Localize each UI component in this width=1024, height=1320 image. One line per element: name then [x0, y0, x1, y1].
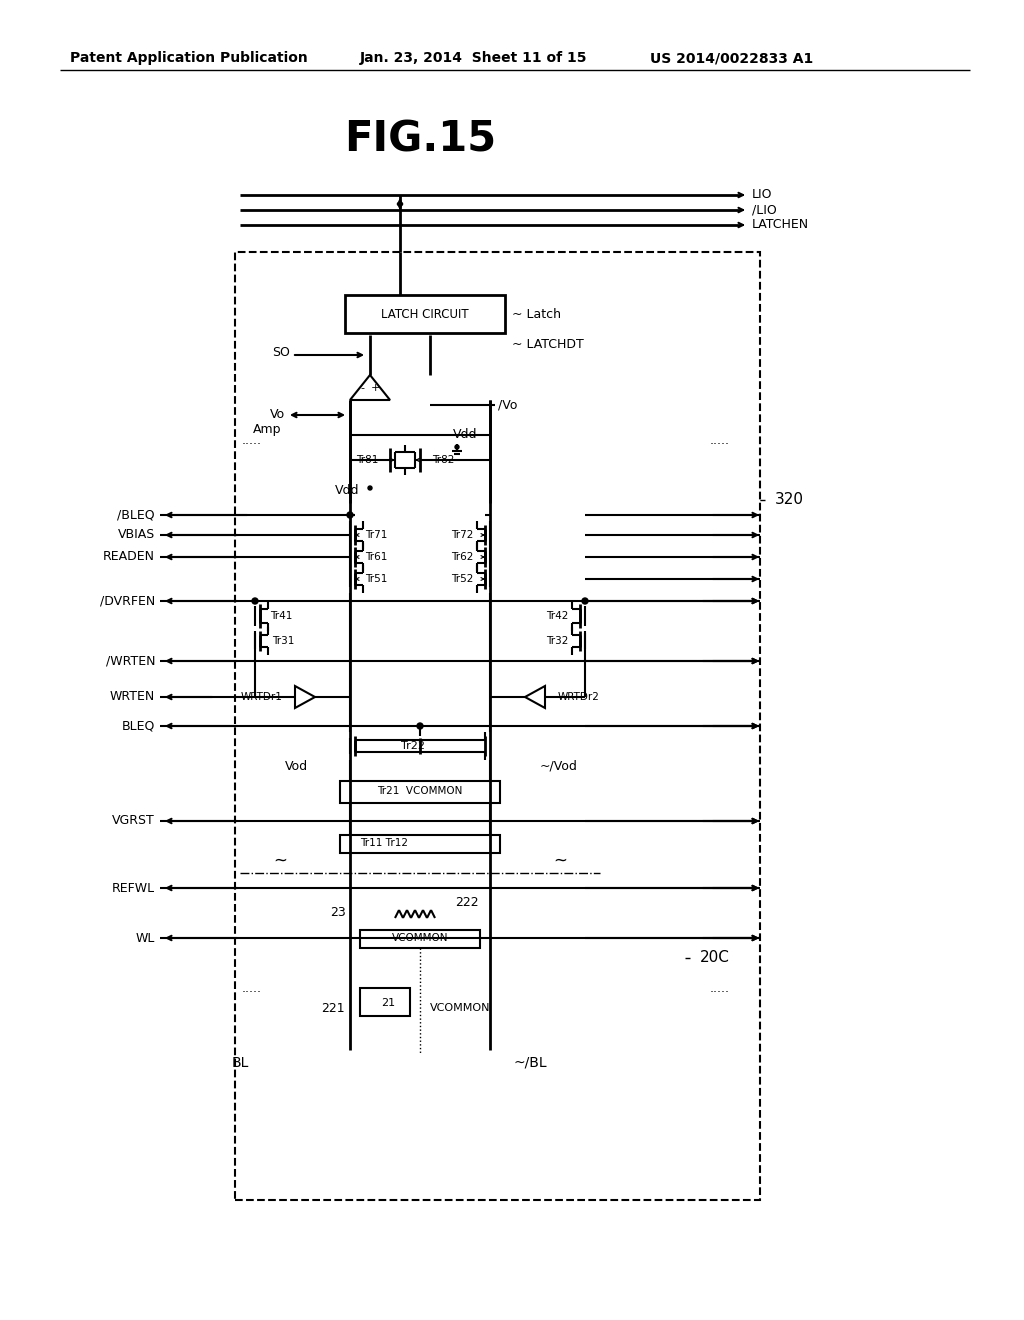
Text: .....: .....: [710, 433, 730, 446]
Bar: [360, 931, 480, 948]
Text: Vod: Vod: [285, 759, 308, 772]
Bar: [234, 252, 760, 1200]
Text: ~: ~: [273, 851, 287, 870]
Text: 23: 23: [330, 907, 346, 920]
Text: ~: ~: [553, 851, 567, 870]
Text: FIG.15: FIG.15: [344, 119, 496, 161]
Circle shape: [455, 445, 459, 449]
Text: Tr21  VCOMMON: Tr21 VCOMMON: [377, 785, 463, 796]
Text: SO: SO: [272, 346, 290, 359]
Text: US 2014/0022833 A1: US 2014/0022833 A1: [650, 51, 813, 65]
Text: WRTEN: WRTEN: [110, 690, 155, 704]
Text: Tr22: Tr22: [401, 741, 425, 751]
Text: VCOMMON: VCOMMON: [430, 1003, 490, 1012]
Text: Tr32: Tr32: [546, 636, 568, 645]
Text: .....: .....: [242, 982, 262, 994]
Circle shape: [582, 598, 588, 605]
Bar: [360, 987, 410, 1016]
Text: Vdd: Vdd: [335, 483, 359, 496]
Text: Tr51: Tr51: [365, 574, 387, 583]
Text: .....: .....: [710, 982, 730, 994]
Circle shape: [417, 723, 423, 729]
Text: /WRTEN: /WRTEN: [105, 655, 155, 668]
Text: VGRST: VGRST: [113, 814, 155, 828]
Text: /LIO: /LIO: [752, 203, 777, 216]
Text: ~/Vod: ~/Vod: [540, 759, 578, 772]
Text: Tr52: Tr52: [451, 574, 473, 583]
Text: Tr42: Tr42: [546, 611, 568, 620]
Text: Jan. 23, 2014  Sheet 11 of 15: Jan. 23, 2014 Sheet 11 of 15: [360, 51, 588, 65]
Text: Tr11 Tr12: Tr11 Tr12: [360, 838, 408, 847]
Text: ~ LATCHDT: ~ LATCHDT: [512, 338, 584, 351]
Text: 20C: 20C: [700, 950, 730, 965]
Text: Patent Application Publication: Patent Application Publication: [70, 51, 308, 65]
Text: ~ Latch: ~ Latch: [512, 308, 561, 321]
Text: ~/BL: ~/BL: [513, 1056, 547, 1071]
Text: 221: 221: [322, 1002, 345, 1015]
Text: Tr31: Tr31: [272, 636, 294, 645]
Text: /Vo: /Vo: [498, 399, 517, 412]
Text: Tr72: Tr72: [451, 531, 473, 540]
Text: /DVRFEN: /DVRFEN: [99, 594, 155, 607]
Text: 21: 21: [381, 998, 395, 1008]
Text: 222: 222: [455, 896, 478, 909]
Circle shape: [252, 598, 258, 605]
Text: Vdd: Vdd: [453, 429, 477, 441]
Text: BLEQ: BLEQ: [122, 719, 155, 733]
Text: Tr41: Tr41: [270, 611, 293, 620]
Text: +: +: [371, 383, 380, 393]
Bar: [345, 294, 505, 333]
Text: LATCHEN: LATCHEN: [752, 219, 809, 231]
Text: READEN: READEN: [103, 550, 155, 564]
Text: /BLEQ: /BLEQ: [118, 508, 155, 521]
Text: -: -: [360, 383, 364, 393]
Bar: [340, 836, 500, 853]
Text: Vo: Vo: [270, 408, 285, 421]
Text: Tr82: Tr82: [432, 455, 455, 465]
Text: VBIAS: VBIAS: [118, 528, 155, 541]
Text: LIO: LIO: [752, 189, 772, 202]
Circle shape: [368, 486, 372, 490]
Text: 320: 320: [775, 492, 804, 507]
Text: VCOMMON: VCOMMON: [392, 933, 449, 942]
Text: Tr71: Tr71: [365, 531, 387, 540]
Text: Tr61: Tr61: [365, 552, 387, 562]
Text: .....: .....: [242, 433, 262, 446]
Text: WRTDr2: WRTDr2: [558, 692, 600, 702]
Text: Tr62: Tr62: [451, 552, 473, 562]
Text: Tr81: Tr81: [355, 455, 378, 465]
Text: REFWL: REFWL: [112, 882, 155, 895]
Circle shape: [347, 512, 353, 517]
Text: BL: BL: [231, 1056, 249, 1071]
Text: WL: WL: [135, 932, 155, 945]
Text: WRTDr1: WRTDr1: [241, 692, 283, 702]
Text: Amp: Amp: [253, 424, 282, 437]
Text: LATCH CIRCUIT: LATCH CIRCUIT: [381, 308, 469, 321]
Bar: [340, 781, 500, 803]
